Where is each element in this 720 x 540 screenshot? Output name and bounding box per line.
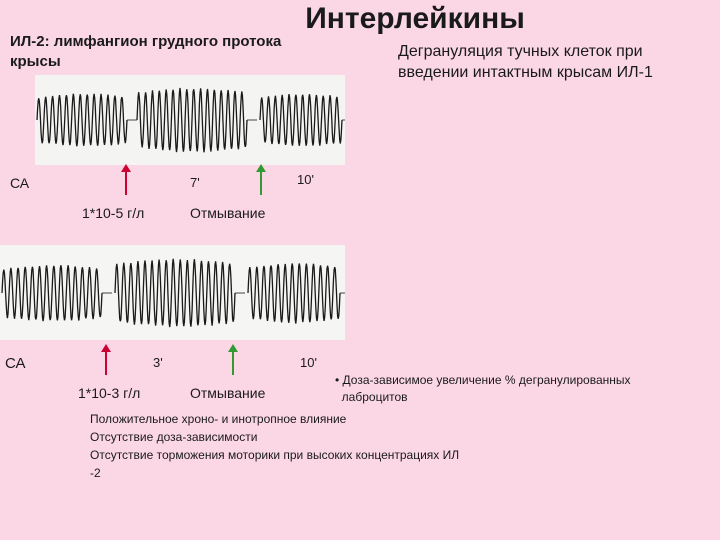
arrow-green-2: [232, 350, 234, 375]
bar-chart-area: [400, 95, 680, 335]
subtitle-right-l2: введении интактным крысам ИЛ-1: [398, 64, 653, 81]
subtitle-left-l2: крысы: [10, 53, 61, 70]
sa-label-1: СА: [10, 175, 29, 191]
label-3min: 3': [153, 355, 163, 370]
wash-1: Отмывание: [190, 205, 265, 221]
summary-text: Положительное хроно- и инотропное влияни…: [90, 410, 459, 482]
subtitle-left: ИЛ-2: лимфангион грудного протока крысы: [10, 32, 281, 71]
summary-l2: Отсутствие доза-зависимости: [90, 430, 257, 444]
trace-chart-2: [0, 245, 345, 340]
summary-l4: -2: [90, 466, 101, 480]
label-10min-2: 10': [300, 355, 317, 370]
bullet-l2: лаброцитов: [342, 390, 408, 404]
wash-2: Отмывание: [190, 385, 265, 401]
arrow-red-2: [105, 350, 107, 375]
arrow-red-1: [125, 170, 127, 195]
sa-label-2: СА: [5, 355, 26, 372]
summary-l1: Положительное хроно- и инотропное влияни…: [90, 412, 346, 426]
page-title: Интерлейкины: [0, 0, 720, 36]
label-7min: 7': [190, 175, 200, 190]
subtitle-right: Дегрануляция тучных клеток при введении …: [398, 42, 708, 84]
waveform-2: [0, 245, 345, 340]
label-10min-1: 10': [297, 172, 314, 187]
summary-l3: Отсутствие торможения моторики при высок…: [90, 448, 459, 462]
conc-1: 1*10-5 г/л: [82, 205, 144, 221]
arrow-green-1: [260, 170, 262, 195]
bullet-text: • Доза-зависимое увеличение % дегранулир…: [335, 372, 631, 406]
subtitle-right-l1: Дегрануляция тучных клеток при: [398, 43, 643, 60]
waveform-1: [35, 75, 345, 165]
conc-2: 1*10-3 г/л: [78, 385, 140, 401]
trace-chart-1: [35, 75, 345, 165]
bullet-l1: Доза-зависимое увеличение % дегранулиров…: [343, 373, 631, 387]
subtitle-left-l1: ИЛ-2: лимфангион грудного протока: [10, 33, 281, 50]
